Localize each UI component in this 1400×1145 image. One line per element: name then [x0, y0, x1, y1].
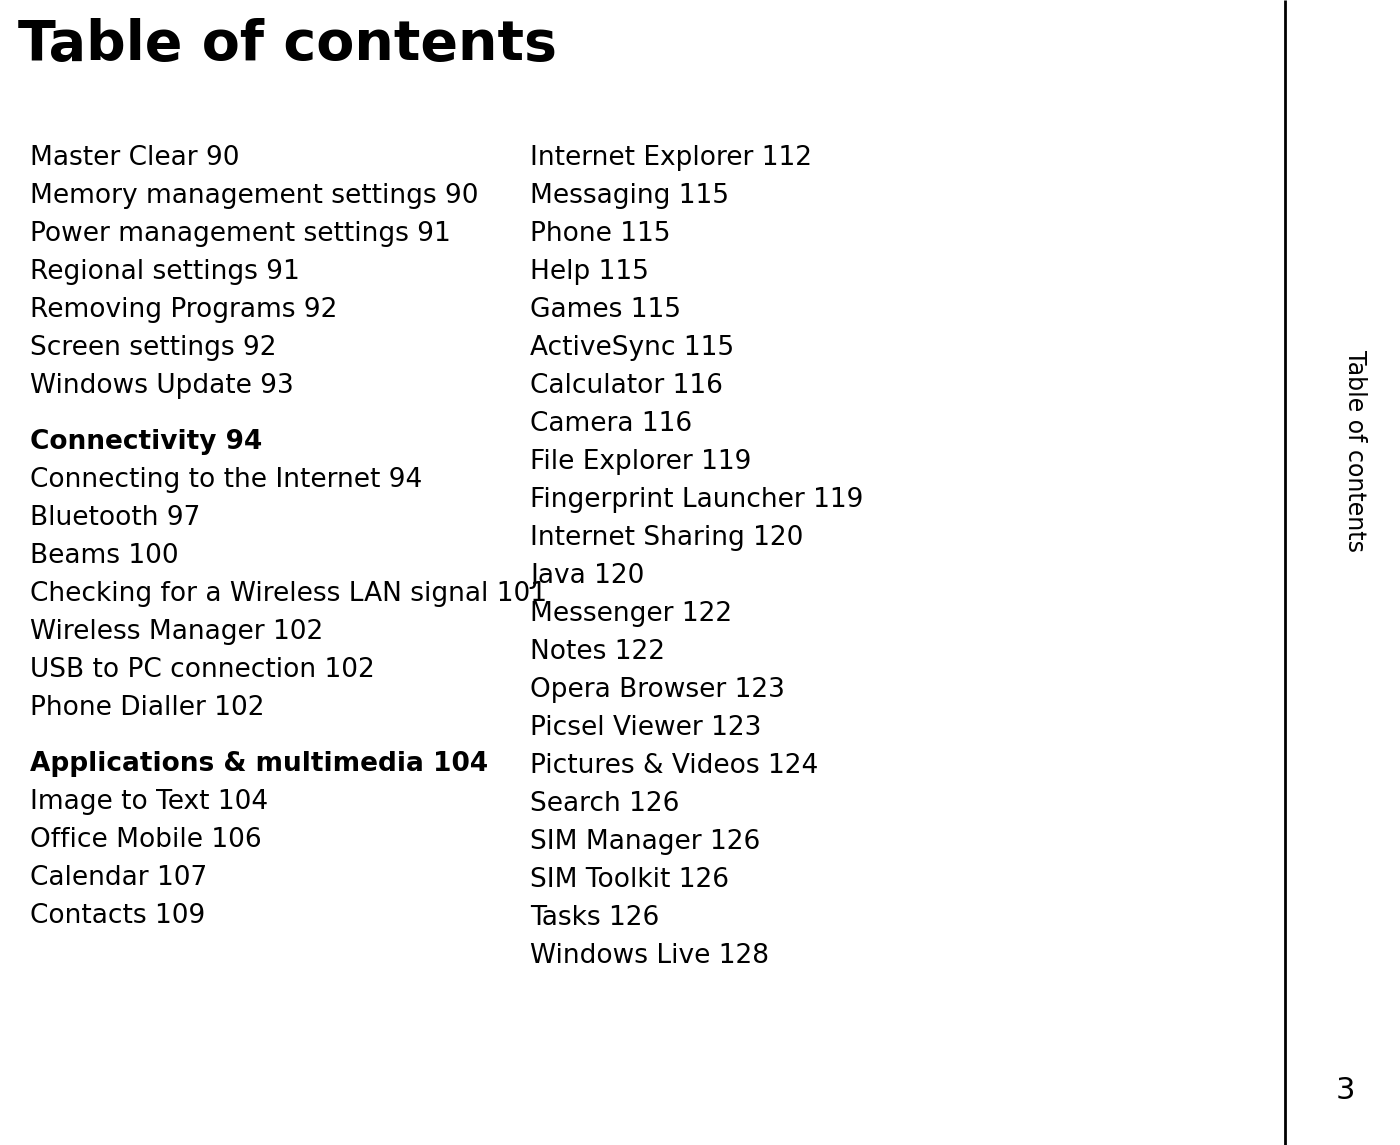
Text: Table of contents: Table of contents	[1343, 350, 1366, 552]
Text: Phone 115: Phone 115	[531, 221, 671, 247]
Text: Calculator 116: Calculator 116	[531, 373, 722, 398]
Text: SIM Toolkit 126: SIM Toolkit 126	[531, 867, 729, 893]
Text: Checking for a Wireless LAN signal 101: Checking for a Wireless LAN signal 101	[29, 581, 547, 607]
Text: Opera Browser 123: Opera Browser 123	[531, 677, 785, 703]
Text: Regional settings 91: Regional settings 91	[29, 259, 300, 285]
Text: Connecting to the Internet 94: Connecting to the Internet 94	[29, 467, 423, 493]
Text: Fingerprint Launcher 119: Fingerprint Launcher 119	[531, 487, 864, 513]
Text: Removing Programs 92: Removing Programs 92	[29, 297, 337, 323]
Text: Image to Text 104: Image to Text 104	[29, 789, 269, 815]
Text: Bluetooth 97: Bluetooth 97	[29, 505, 200, 531]
Text: 3: 3	[1336, 1076, 1355, 1105]
Text: Connectivity 94: Connectivity 94	[29, 429, 262, 455]
Text: File Explorer 119: File Explorer 119	[531, 449, 752, 475]
Text: Notes 122: Notes 122	[531, 639, 665, 665]
Text: Screen settings 92: Screen settings 92	[29, 335, 277, 361]
Text: Power management settings 91: Power management settings 91	[29, 221, 451, 247]
Text: Internet Sharing 120: Internet Sharing 120	[531, 526, 804, 551]
Text: Tasks 126: Tasks 126	[531, 905, 659, 931]
Text: ActiveSync 115: ActiveSync 115	[531, 335, 734, 361]
Text: Messenger 122: Messenger 122	[531, 601, 732, 627]
Text: Help 115: Help 115	[531, 259, 648, 285]
Text: Windows Live 128: Windows Live 128	[531, 943, 769, 969]
Text: Windows Update 93: Windows Update 93	[29, 373, 294, 398]
Text: Search 126: Search 126	[531, 791, 679, 818]
Text: Java 120: Java 120	[531, 563, 644, 589]
Text: Table of contents: Table of contents	[18, 18, 557, 72]
Text: Beams 100: Beams 100	[29, 543, 179, 569]
Text: Wireless Manager 102: Wireless Manager 102	[29, 619, 323, 645]
Text: Memory management settings 90: Memory management settings 90	[29, 183, 479, 210]
Text: Messaging 115: Messaging 115	[531, 183, 729, 210]
Text: Phone Dialler 102: Phone Dialler 102	[29, 695, 265, 721]
Text: USB to PC connection 102: USB to PC connection 102	[29, 657, 375, 684]
Text: Master Clear 90: Master Clear 90	[29, 145, 239, 171]
Text: Pictures & Videos 124: Pictures & Videos 124	[531, 753, 818, 779]
Text: Internet Explorer 112: Internet Explorer 112	[531, 145, 812, 171]
Text: Picsel Viewer 123: Picsel Viewer 123	[531, 714, 762, 741]
Text: Calendar 107: Calendar 107	[29, 864, 207, 891]
Text: SIM Manager 126: SIM Manager 126	[531, 829, 760, 855]
Text: Games 115: Games 115	[531, 297, 680, 323]
Text: Applications & multimedia 104: Applications & multimedia 104	[29, 751, 489, 777]
Text: Camera 116: Camera 116	[531, 411, 692, 437]
Text: Office Mobile 106: Office Mobile 106	[29, 827, 262, 853]
Text: Contacts 109: Contacts 109	[29, 903, 206, 929]
